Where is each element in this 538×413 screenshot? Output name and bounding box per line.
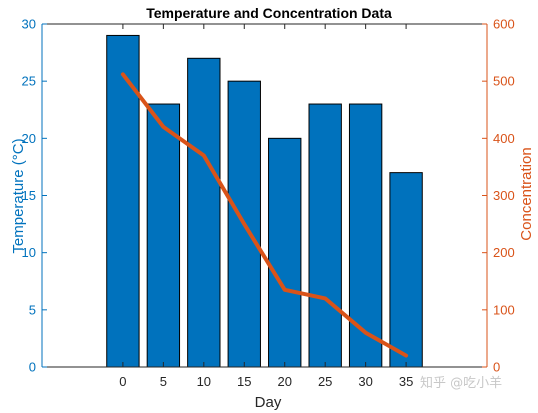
y-left-tick-label: 15 <box>22 188 36 203</box>
bar <box>146 103 181 368</box>
axes-layer: 0 5 10 15 20 25 30 3505101520253001002003004005… <box>22 17 515 390</box>
y-left-tick-label: 5 <box>29 302 36 317</box>
x-tick-label: 30 <box>358 374 372 389</box>
x-tick-label: 25 <box>318 374 332 389</box>
x-tick-label: 10 <box>197 374 211 389</box>
x-tick-label: 20 <box>277 374 291 389</box>
y-left-tick-label: 30 <box>22 17 36 32</box>
chart-title: Temperature and Concentration Data <box>146 5 392 21</box>
y-right-tick-label: 0 <box>493 360 500 375</box>
y-right-tick-label: 200 <box>493 245 515 260</box>
x-tick-label: 0 <box>119 374 126 389</box>
y-left-tick-label: 25 <box>22 74 36 89</box>
line-layer <box>120 72 409 358</box>
x-axis-title: Day <box>255 394 282 411</box>
y-left-tick-label: 10 <box>22 245 36 260</box>
bar <box>308 103 342 368</box>
bar <box>389 172 423 368</box>
x-tick-label: 15 <box>237 374 251 389</box>
y-left-tick-label: 20 <box>22 131 36 146</box>
concentration-line <box>120 72 409 358</box>
y-axis-left-title: Temperature (°C) <box>10 138 27 253</box>
y-left-tick-label: 0 <box>29 360 36 375</box>
y-right-tick-label: 400 <box>493 131 515 146</box>
y-right-tick-label: 100 <box>493 302 515 317</box>
bar <box>187 57 221 368</box>
bar <box>106 34 140 368</box>
bar <box>348 103 383 368</box>
y-right-tick-label: 300 <box>493 188 515 203</box>
watermark: 知乎 @吃小羊 <box>420 376 503 391</box>
y-axis-right-title: Concentration <box>518 147 535 240</box>
x-tick-label: 35 <box>399 374 413 389</box>
y-right-tick-label: 500 <box>493 74 515 89</box>
bar <box>268 137 302 368</box>
x-tick-label: 5 <box>160 374 167 389</box>
y-right-tick-label: 600 <box>493 17 515 32</box>
